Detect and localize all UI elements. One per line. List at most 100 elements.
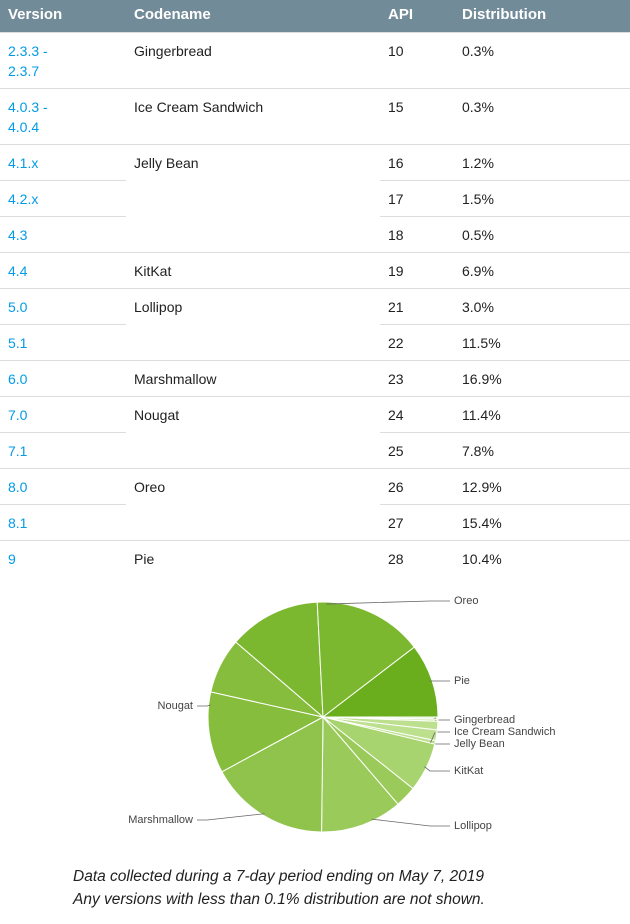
api-cell: 24: [380, 395, 454, 432]
version-cell: 2.3.3 - 2.3.7: [0, 31, 126, 88]
header-cell: API: [380, 0, 454, 32]
distribution-cell: 16.9%: [454, 359, 630, 396]
version-link[interactable]: 4.2.x: [8, 190, 39, 207]
version-link[interactable]: 4.3: [8, 226, 28, 243]
leader-line: [371, 818, 450, 827]
api-cell: 19: [380, 251, 454, 288]
version-cell: 4.0.3 - 4.0.4: [0, 87, 126, 144]
pie-label: Oreo: [454, 595, 478, 607]
pie-slice: [207, 691, 325, 773]
pie-slice: [221, 716, 324, 833]
version-cell: 5.1: [0, 323, 126, 360]
version-cell: 4.2.x: [0, 179, 126, 216]
pie-label: KitKat: [454, 765, 483, 777]
version-cell: 9: [0, 539, 126, 576]
version-link[interactable]: 8.1: [8, 514, 28, 531]
version-cell: 8.0: [0, 467, 126, 504]
api-cell: 27: [380, 503, 454, 540]
header-cell: Codename: [126, 0, 380, 32]
header-cell: Version: [0, 0, 126, 32]
version-link[interactable]: 5.1: [8, 334, 28, 351]
version-link[interactable]: 2.3.3 - 2.3.7: [8, 42, 48, 79]
table-row: 6.0 Marshmallow 23 16.9%: [0, 359, 630, 396]
codename-cell: Ice Cream Sandwich: [126, 87, 380, 144]
distribution-cell: 1.5%: [454, 179, 630, 216]
table-row: 4.4 KitKat 19 6.9%: [0, 251, 630, 288]
api-cell: 10: [380, 31, 454, 88]
codename-cell: Oreo: [126, 467, 380, 540]
version-cell: 4.1.x: [0, 143, 126, 180]
api-cell: 26: [380, 467, 454, 504]
header-row: Version Codename API Distribution: [0, 0, 630, 32]
codename-cell: Pie: [126, 539, 380, 576]
pie-label: Ice Cream Sandwich: [454, 726, 556, 738]
version-link[interactable]: 6.0: [8, 370, 28, 387]
distribution-cell: 11.5%: [454, 323, 630, 360]
pie-slice: [321, 646, 439, 718]
table-row: 4.3 18 0.5%: [0, 215, 630, 252]
version-link[interactable]: 8.0: [8, 478, 28, 495]
api-cell: 16: [380, 143, 454, 180]
api-cell: 25: [380, 431, 454, 468]
pie-slice: [316, 601, 416, 718]
version-link[interactable]: 5.0: [8, 298, 28, 315]
distribution-cell: 0.3%: [454, 87, 630, 144]
distribution-cell: 3.0%: [454, 287, 630, 324]
table-row: 5.1 22 11.5%: [0, 323, 630, 360]
codename-cell: Jelly Bean: [126, 143, 380, 252]
table-row: 7.1 25 7.8%: [0, 431, 630, 468]
api-cell: 18: [380, 215, 454, 252]
version-link[interactable]: 4.0.3 - 4.0.4: [8, 98, 48, 135]
version-cell: 4.3: [0, 215, 126, 252]
pie-label: Lollipop: [454, 820, 492, 832]
header-cell: Distribution: [454, 0, 630, 32]
table-row: 5.0 Lollipop 21 3.0%: [0, 287, 630, 360]
table-row: 4.0.3 - 4.0.4 Ice Cream Sandwich 15 0.3%: [0, 87, 630, 144]
version-cell: 8.1: [0, 503, 126, 540]
leader-line: [197, 813, 265, 821]
table-row: 2.3.3 - 2.3.7 Gingerbread 10 0.3%: [0, 31, 630, 88]
pie-label: Nougat: [158, 700, 193, 712]
pie-label: Pie: [454, 675, 470, 687]
footer-note: Data collected during a 7-day period end…: [73, 868, 485, 885]
distribution-cell: 0.3%: [454, 31, 630, 88]
distribution-cell: 0.5%: [454, 215, 630, 252]
table-row: 4.1.x Jelly Bean 16 1.2%: [0, 143, 630, 252]
version-link[interactable]: 4.1.x: [8, 154, 39, 171]
pie-label: Gingerbread: [454, 714, 515, 726]
version-link[interactable]: 7.0: [8, 406, 28, 423]
version-cell: 5.0: [0, 287, 126, 324]
table-row: 4.2.x 17 1.5%: [0, 179, 630, 216]
api-cell: 21: [380, 287, 454, 324]
distribution-cell: 6.9%: [454, 251, 630, 288]
codename-cell: KitKat: [126, 251, 380, 288]
distribution-cell: 1.2%: [454, 143, 630, 180]
codename-cell: Marshmallow: [126, 359, 380, 396]
distribution-cell: 15.4%: [454, 503, 630, 540]
version-cell: 6.0: [0, 359, 126, 396]
api-cell: 15: [380, 87, 454, 144]
distribution-cell: 12.9%: [454, 467, 630, 504]
distribution-cell: 10.4%: [454, 539, 630, 576]
version-link[interactable]: 7.1: [8, 442, 28, 459]
version-cell: 7.1: [0, 431, 126, 468]
codename-cell: Gingerbread: [126, 31, 380, 88]
pie-label: Jelly Bean: [454, 738, 505, 750]
pie-label: Marshmallow: [128, 814, 193, 826]
version-cell: 4.4: [0, 251, 126, 288]
version-link[interactable]: 9: [8, 550, 16, 567]
leader-line: [326, 600, 450, 605]
codename-cell: Lollipop: [126, 287, 380, 360]
api-cell: 28: [380, 539, 454, 576]
codename-cell: Nougat: [126, 395, 380, 468]
version-link[interactable]: 4.4: [8, 262, 28, 279]
distribution-cell: 11.4%: [454, 395, 630, 432]
pie-slice: [235, 601, 324, 719]
api-cell: 23: [380, 359, 454, 396]
table-row: 8.1 27 15.4%: [0, 503, 630, 540]
distribution-cell: 7.8%: [454, 431, 630, 468]
version-table: Version Codename API Distribution 2.3.3 …: [0, 0, 630, 576]
leader-line: [197, 704, 211, 707]
